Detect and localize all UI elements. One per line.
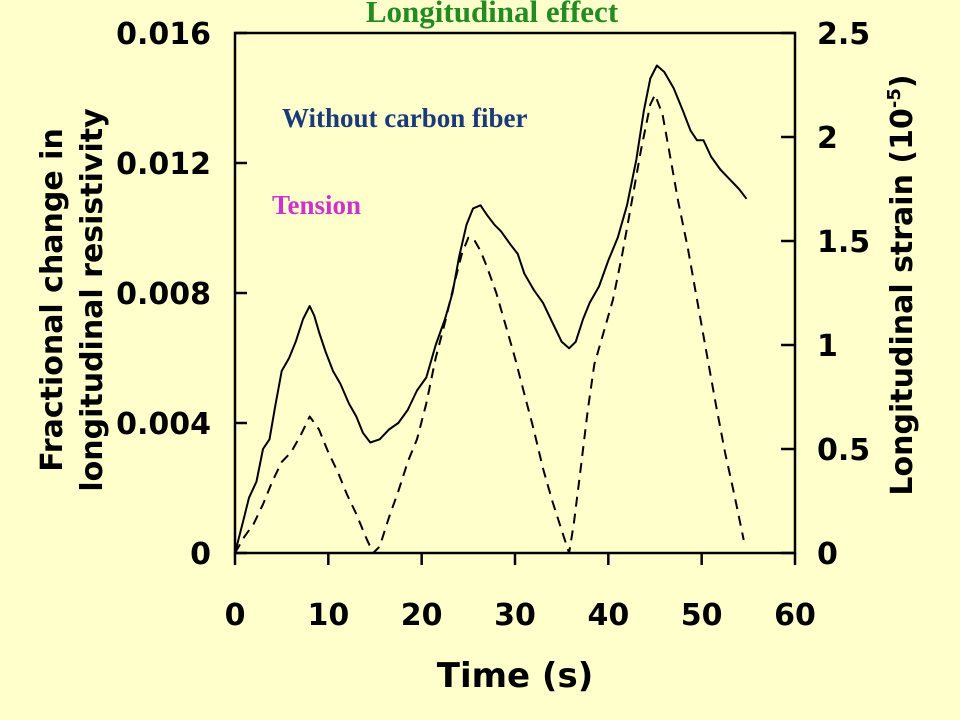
y-left-tick-label: 0.008 <box>116 277 211 312</box>
y-right-tick-label: 2.5 <box>817 17 870 52</box>
y-axis-right-label-exponent: -5 <box>884 88 905 108</box>
x-tick-label: 30 <box>494 598 536 633</box>
x-tick-label: 40 <box>587 598 629 633</box>
chart-subtitle: Without carbon fiber <box>282 103 528 133</box>
y-axis-right-label-main: Longitudinal strain (10 <box>885 108 920 495</box>
x-axis: 0 10 20 30 40 50 60 <box>225 553 816 633</box>
x-tick-label: 0 <box>225 598 246 633</box>
y-axis-left: 0 0.004 0.008 0.012 0.016 <box>116 17 247 572</box>
y-axis-left-label-line2: longitudinal resistivity <box>75 108 110 492</box>
y-left-tick-label: 0.004 <box>116 407 211 442</box>
x-tick-label: 10 <box>307 598 349 633</box>
series-group <box>234 64 748 554</box>
y-left-tick-label: 0.012 <box>116 147 211 182</box>
chart-title: Longitudinal effect <box>366 0 619 29</box>
y-axis-right-label: Longitudinal strain (10-5) <box>884 74 920 495</box>
y-axis-right-label-close: ) <box>885 74 920 88</box>
x-tick-label: 20 <box>401 598 443 633</box>
y-axis-right: 0 0.5 1 1.5 2 2.5 <box>781 17 870 572</box>
y-right-tick-label: 1 <box>817 329 838 364</box>
x-axis-label: Time (s) <box>437 656 594 696</box>
y-right-tick-label: 0 <box>817 537 838 572</box>
x-tick-label: 50 <box>681 598 723 633</box>
series-line-dashed <box>234 93 745 554</box>
y-left-tick-label: 0.016 <box>116 17 211 52</box>
series-line-solid <box>234 64 748 554</box>
y-right-tick-label: 1.5 <box>817 225 870 260</box>
y-right-tick-label: 0.5 <box>817 433 870 468</box>
y-left-tick-label: 0 <box>190 537 211 572</box>
y-right-tick-label: 2 <box>817 121 838 156</box>
x-tick-label: 60 <box>774 598 816 633</box>
y-axis-left-label-line1: Fractional change in <box>35 128 70 472</box>
tension-annotation: Tension <box>272 190 361 220</box>
